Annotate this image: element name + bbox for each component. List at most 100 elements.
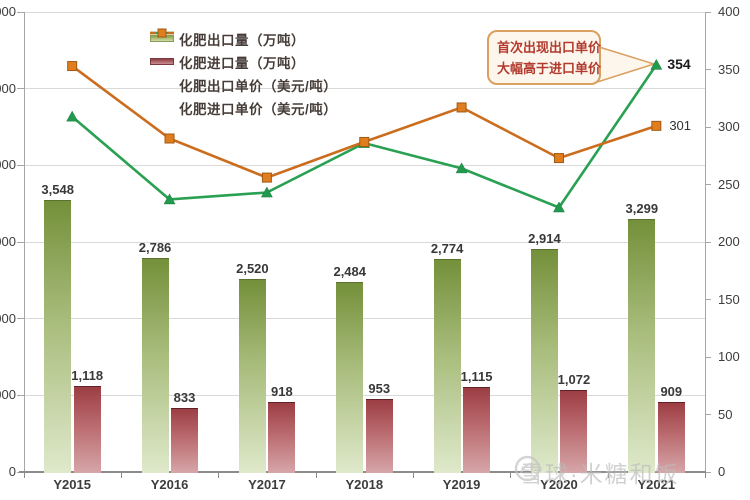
right-axis-tick-label: 0 <box>718 464 726 479</box>
right-axis-tick <box>705 356 711 358</box>
right-axis-tick <box>705 241 711 243</box>
right-axis-tick <box>705 126 711 128</box>
left-axis-tick-label: 0 <box>8 464 16 479</box>
left-axis-line <box>23 12 25 472</box>
left-axis-tick <box>16 164 24 166</box>
bar-label-import: 918 <box>271 383 293 399</box>
legend-item-import-volume: 化肥进口量（万吨） <box>150 50 337 73</box>
left-axis-tick-label: 1,000 <box>0 387 16 403</box>
legend-item-export-volume: 化肥出口量（万吨） <box>150 27 337 50</box>
bar-import-volume <box>73 386 101 473</box>
gridline <box>23 88 705 90</box>
bar-label-import: 1,072 <box>557 371 591 387</box>
bar-import-volume <box>657 402 685 473</box>
bar-import-volume <box>463 386 491 473</box>
legend-label: 化肥进口量（万吨） <box>179 55 305 71</box>
right-axis-tick <box>705 299 711 300</box>
x-axis-label: Y2018 <box>345 477 384 492</box>
bar-export-volume <box>530 248 558 473</box>
left-axis-tick-label: 3,000 <box>0 234 16 249</box>
triangle-marker-icon <box>455 162 468 174</box>
bar-import-volume <box>171 408 199 473</box>
legend-label: 化肥出口量（万吨） <box>179 32 305 48</box>
right-axis-tick-label: 300 <box>718 119 740 134</box>
left-axis-tick-label: 2,000 <box>0 310 16 326</box>
right-axis-tick-label: 400 <box>718 4 740 19</box>
right-axis-tick-label: 350 <box>718 61 740 77</box>
square-marker-icon <box>651 120 662 131</box>
bar-export-volume <box>628 219 656 473</box>
triangle-marker-icon <box>163 193 176 205</box>
x-axis-label: Y2019 <box>442 477 481 492</box>
gridline <box>23 241 705 243</box>
right-axis-tick-label: 50 <box>718 406 733 422</box>
bar-label-import: 833 <box>173 390 196 406</box>
bar-import-volume <box>365 398 393 473</box>
square-marker-icon <box>67 61 78 72</box>
bar-export-volume <box>238 278 266 473</box>
x-axis-label: Y2016 <box>150 477 189 492</box>
right-axis-tick <box>705 69 711 70</box>
bar-import-volume <box>560 389 588 473</box>
x-axis-tick <box>510 472 512 478</box>
bar-label-export: 3,299 <box>625 201 659 217</box>
right-axis-tick-label: 150 <box>718 291 740 307</box>
gridline <box>23 394 705 396</box>
bar-export-volume <box>433 259 461 473</box>
right-axis-tick <box>705 471 711 473</box>
legend-item-export-price: 化肥出口单价（美元/吨） <box>150 28 337 96</box>
square-marker-icon <box>456 102 467 113</box>
x-axis-label: Y2017 <box>248 477 286 492</box>
bar-import-volume <box>268 401 296 473</box>
orange-line-square-icon <box>150 28 174 38</box>
gridline <box>23 11 705 13</box>
left-axis-tick <box>16 11 24 13</box>
right-axis-tick-label: 100 <box>718 349 740 364</box>
x-axis-label: Y2015 <box>53 477 91 492</box>
legend: 化肥出口量（万吨） 化肥进口量（万吨） 化肥出口单价（美元/吨） 化肥进口 <box>150 27 337 119</box>
bar-label-export: 2,914 <box>528 230 561 246</box>
x-axis-label: Y2021 <box>637 477 676 492</box>
bar-label-import: 1,115 <box>460 368 493 384</box>
left-axis-tick <box>16 318 24 320</box>
bar-export-volume <box>44 199 72 473</box>
watermark-text: 雪球·米糖和饭 <box>520 461 680 487</box>
triangle-marker-icon <box>553 201 565 213</box>
x-axis-tick <box>412 472 414 478</box>
bar-label-export: 2,774 <box>430 241 464 257</box>
legend-item-import-price: 化肥进口单价（美元/吨） <box>150 28 337 119</box>
point-label-export-price: 354 <box>667 55 691 72</box>
x-axis-tick <box>120 472 122 478</box>
annotation-line1: 首次出现出口单价 <box>497 40 602 55</box>
bar-label-export: 2,520 <box>236 260 269 276</box>
left-axis-tick-label: 6,000 <box>0 4 16 19</box>
square-marker-icon <box>553 153 564 164</box>
triangle-marker-icon <box>260 186 273 198</box>
triangle-marker-icon <box>650 58 663 70</box>
gridline <box>23 164 705 166</box>
watermark: 雪球·米糖和饭 <box>514 455 680 489</box>
right-axis-line <box>704 12 706 472</box>
x-axis-tick <box>315 472 317 478</box>
bar-label-export: 2,484 <box>333 263 367 279</box>
xueqiu-logo-icon <box>514 455 541 482</box>
right-axis-tick-label: 200 <box>718 234 740 249</box>
right-axis-tick-label: 250 <box>718 176 740 192</box>
square-marker-icon <box>261 172 272 183</box>
left-axis-tick <box>16 394 24 396</box>
square-marker-icon <box>359 136 370 147</box>
bar-label-import: 909 <box>660 384 683 400</box>
left-axis-tick-label: 5,000 <box>0 80 16 96</box>
x-axis-tick <box>705 472 706 478</box>
triangle-marker-icon <box>66 110 79 122</box>
x-axis-tick <box>607 472 609 478</box>
x-axis-tick <box>218 472 220 478</box>
left-axis-tick-label: 4,000 <box>0 157 16 173</box>
right-axis-tick <box>705 184 711 185</box>
right-axis-tick <box>705 414 711 415</box>
annotation-line2: 大幅高于进口单价 <box>497 61 602 76</box>
import-volume-swatch-icon <box>150 58 174 65</box>
bar-export-volume <box>336 281 364 473</box>
